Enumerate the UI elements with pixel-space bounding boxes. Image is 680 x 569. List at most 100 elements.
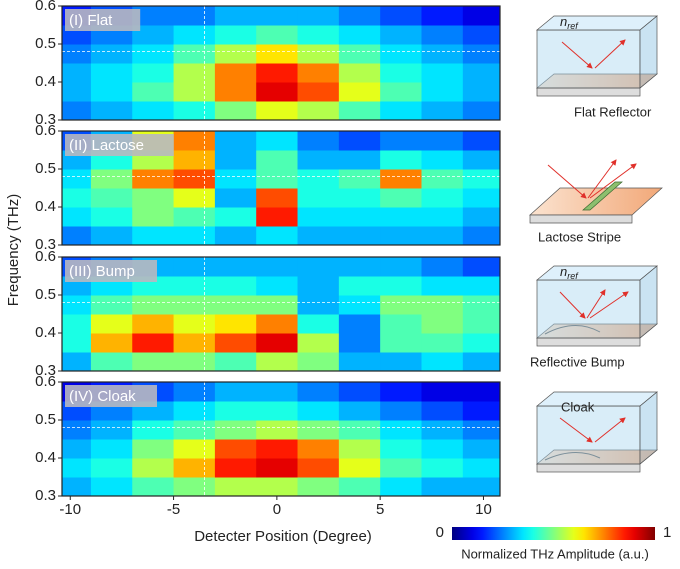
heat-cell xyxy=(297,131,340,151)
y-tick-label: 0.3 xyxy=(35,487,56,504)
heat-cell xyxy=(90,477,133,496)
heat-cell xyxy=(380,226,422,245)
heat-cell xyxy=(214,439,257,459)
heat-cell xyxy=(90,226,133,245)
heat-cell xyxy=(297,458,340,478)
heat-cell xyxy=(90,169,133,189)
heat-cell xyxy=(62,207,92,227)
heat-cell xyxy=(462,382,500,402)
heat-cell xyxy=(62,477,92,496)
heat-cell xyxy=(462,401,500,421)
heat-cell xyxy=(214,401,257,421)
frame xyxy=(61,5,501,121)
heat-cell xyxy=(132,314,175,334)
heat-cell xyxy=(338,63,381,83)
heat-cell xyxy=(214,382,257,402)
heat-cell xyxy=(338,150,381,170)
heat-cell xyxy=(173,295,216,315)
heat-cell xyxy=(62,63,92,83)
heat-cell xyxy=(462,169,500,189)
heat-cell xyxy=(173,477,216,496)
heat-cell xyxy=(62,82,92,102)
heat-cell xyxy=(214,420,257,440)
heat-cell xyxy=(421,44,464,64)
y-axis-label: Frequency (THz) xyxy=(5,194,22,307)
heat-cell xyxy=(297,82,340,102)
heat-cell xyxy=(338,131,381,151)
heat-cell xyxy=(62,458,92,478)
heat-cell xyxy=(462,131,500,151)
heat-cell xyxy=(256,382,299,402)
heat-cell xyxy=(132,458,175,478)
heat-cell xyxy=(421,314,464,334)
y-tick-label: 0.5 xyxy=(35,286,56,303)
heat-cell xyxy=(462,333,500,353)
heat-cell xyxy=(90,82,133,102)
heat-cell xyxy=(173,352,216,371)
heat-cell xyxy=(338,314,381,334)
heat-cell xyxy=(462,25,500,45)
heat-cell xyxy=(256,420,299,440)
heat-cell xyxy=(297,295,340,315)
y-tick-label: 0.6 xyxy=(35,248,56,265)
frame xyxy=(61,130,501,246)
heat-cell xyxy=(421,101,464,120)
heat-cell xyxy=(338,226,381,245)
heat-cell xyxy=(173,82,216,102)
heat-cell xyxy=(338,420,381,440)
heat-cell xyxy=(256,295,299,315)
heat-cell xyxy=(132,207,175,227)
heat-cell xyxy=(380,420,422,440)
diagram-label: Cloak xyxy=(561,399,595,414)
heat-cell xyxy=(62,420,92,440)
heat-cell xyxy=(421,352,464,371)
heat-cell xyxy=(132,44,175,64)
y-tick-label: 0.3 xyxy=(35,111,56,128)
heat-cell xyxy=(132,169,175,189)
panel-label-box xyxy=(65,260,157,282)
heat-cell xyxy=(297,257,340,277)
heat-cell xyxy=(173,101,216,120)
heat-cell xyxy=(297,25,340,45)
heat-cell xyxy=(62,188,92,208)
heat-cell xyxy=(297,169,340,189)
heat-cell xyxy=(380,169,422,189)
heat-cell xyxy=(173,276,216,296)
heat-cell xyxy=(338,207,381,227)
diagram-flat: nref Flat Reflector xyxy=(536,14,658,119)
heat-cell xyxy=(214,131,257,151)
heat-cell xyxy=(462,458,500,478)
heat-cell xyxy=(256,314,299,334)
heat-cell xyxy=(173,439,216,459)
heat-cell xyxy=(214,477,257,496)
diagram-lactose: Lactose Stripe xyxy=(529,159,663,244)
heat-cell xyxy=(90,63,133,83)
heat-cell xyxy=(338,276,381,296)
heat-cell xyxy=(421,207,464,227)
heat-cell xyxy=(90,333,133,353)
heat-cell xyxy=(90,314,133,334)
heat-cell xyxy=(380,314,422,334)
heat-cell xyxy=(256,150,299,170)
heat-cell xyxy=(132,477,175,496)
heat-cell xyxy=(173,150,216,170)
heat-cell xyxy=(256,169,299,189)
heat-cell xyxy=(256,352,299,371)
panel-label-box xyxy=(65,385,157,407)
x-tick-label: -10 xyxy=(59,501,81,518)
heat-cell xyxy=(256,401,299,421)
heat-cell xyxy=(338,44,381,64)
heat-cell xyxy=(338,82,381,102)
heat-cell xyxy=(173,6,216,26)
heat-cell xyxy=(380,207,422,227)
heat-cell xyxy=(173,382,216,402)
heat-cell xyxy=(173,131,216,151)
heat-cell xyxy=(421,131,464,151)
heat-cell xyxy=(462,6,500,26)
heat-cell xyxy=(380,6,422,26)
heat-cell xyxy=(62,169,92,189)
heat-cell xyxy=(462,314,500,334)
heat-cell xyxy=(380,276,422,296)
heat-cell xyxy=(214,295,257,315)
heat-cell xyxy=(421,169,464,189)
